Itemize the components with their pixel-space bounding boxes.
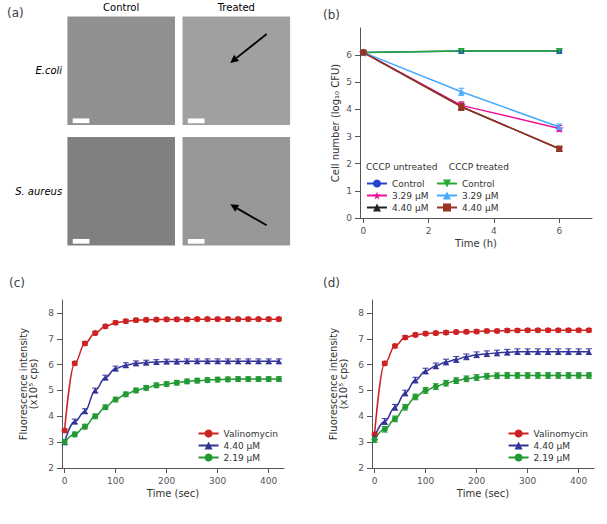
svg-text:0: 0	[62, 476, 68, 486]
svg-text:3: 3	[48, 437, 54, 447]
svg-text:6: 6	[346, 50, 352, 60]
svg-text:2: 2	[426, 226, 432, 236]
svg-text:3: 3	[346, 132, 352, 142]
svg-text:6: 6	[358, 360, 364, 370]
svg-text:0: 0	[372, 476, 378, 486]
svg-text:2.19 μM: 2.19 μM	[224, 453, 260, 463]
svg-text:5: 5	[358, 385, 364, 395]
svg-text:Time (sec): Time (sec)	[146, 488, 199, 499]
svg-text:Control: Control	[462, 179, 495, 189]
svg-text:4.40 μM: 4.40 μM	[392, 203, 428, 213]
svg-text:3: 3	[358, 437, 364, 447]
svg-text:(x10⁵ cps): (x10⁵ cps)	[338, 359, 349, 410]
svg-text:(c): (c)	[9, 276, 25, 290]
svg-text:300: 300	[519, 476, 536, 486]
svg-text:7: 7	[358, 334, 364, 344]
svg-text:5: 5	[346, 77, 352, 87]
svg-text:4: 4	[346, 104, 352, 114]
svg-text:(a): (a)	[7, 6, 24, 20]
svg-text:2.19 μM: 2.19 μM	[534, 453, 570, 463]
svg-text:Treated: Treated	[217, 2, 255, 13]
svg-text:(d): (d)	[323, 276, 340, 290]
svg-text:0: 0	[346, 213, 352, 223]
svg-text:200: 200	[158, 476, 175, 486]
svg-text:4: 4	[358, 411, 364, 421]
svg-text:1: 1	[346, 186, 352, 196]
svg-text:3.29 μM: 3.29 μM	[462, 191, 498, 201]
svg-text:100: 100	[417, 476, 434, 486]
svg-text:400: 400	[260, 476, 277, 486]
svg-text:6: 6	[556, 226, 562, 236]
svg-text:Time (h): Time (h)	[454, 238, 497, 249]
svg-text:4: 4	[48, 411, 54, 421]
svg-text:Cell number (log₁₀ CFU): Cell number (log₁₀ CFU)	[330, 64, 341, 182]
svg-text:Fluorescence intensity: Fluorescence intensity	[17, 327, 29, 441]
svg-text:200: 200	[468, 476, 485, 486]
svg-text:CCCP untreated CCCP treated: CCCP untreated CCCP treated	[366, 162, 509, 172]
svg-text:8: 8	[358, 308, 364, 318]
svg-text:0: 0	[360, 226, 366, 236]
svg-text:4: 4	[491, 226, 497, 236]
svg-text:Fluorescence intensity: Fluorescence intensity	[327, 327, 339, 441]
svg-text:2: 2	[48, 463, 54, 473]
svg-text:(b): (b)	[323, 8, 340, 22]
svg-text:E.coli: E.coli	[35, 65, 62, 76]
svg-text:3.29 μM: 3.29 μM	[392, 191, 428, 201]
svg-text:7: 7	[48, 334, 54, 344]
svg-text:4.40 μM: 4.40 μM	[534, 441, 570, 451]
svg-text:Time (sec): Time (sec)	[456, 488, 509, 499]
svg-text:(x10⁵ cps): (x10⁵ cps)	[28, 359, 39, 410]
svg-text:5: 5	[48, 385, 54, 395]
svg-text:8: 8	[48, 308, 54, 318]
svg-text:2: 2	[358, 463, 364, 473]
svg-text:2: 2	[346, 159, 352, 169]
svg-text:S. aureus: S. aureus	[15, 186, 62, 197]
svg-text:400: 400	[570, 476, 587, 486]
svg-text:Control: Control	[103, 2, 139, 13]
svg-text:6: 6	[48, 360, 54, 370]
svg-text:Valinomycin: Valinomycin	[534, 429, 588, 439]
svg-text:Valinomycin: Valinomycin	[224, 429, 278, 439]
svg-text:300: 300	[209, 476, 226, 486]
svg-text:4.40 μM: 4.40 μM	[462, 203, 498, 213]
svg-text:4.40 μM: 4.40 μM	[224, 441, 260, 451]
svg-text:Control: Control	[392, 179, 425, 189]
svg-text:100: 100	[107, 476, 124, 486]
